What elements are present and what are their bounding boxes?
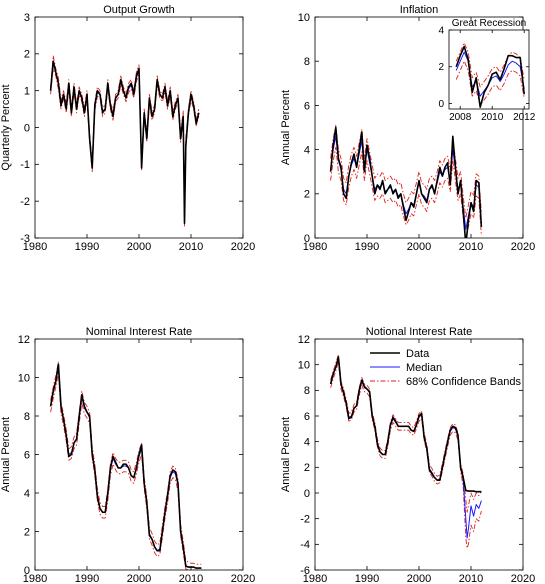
nominal-interest-rate-series-band-upper-line (50, 361, 202, 565)
output-growth-ytick-label: -3 (20, 233, 30, 245)
output-growth-ytick-label: 0 (24, 122, 30, 134)
output-growth-ytick-label: -2 (20, 196, 30, 208)
notional-interest-rate-xtick-label: 1980 (303, 573, 327, 584)
output-growth-plot-area (35, 17, 243, 238)
inflation-title: Inflation (400, 4, 439, 16)
nominal-interest-rate-ytick-label: 0 (24, 565, 30, 577)
notional-interest-rate-legend-label: Data (406, 348, 430, 360)
output-growth-xtick-label: 2010 (179, 241, 203, 253)
notional-interest-rate-legend: Data Median 68% Confidence Bands (370, 348, 521, 388)
inflation-series-group (329, 124, 483, 238)
great-recession-ytick-label: 2 (438, 62, 444, 73)
nominal-interest-rate-panel: 1980 1990 2000 2010 2020 0 2 4 6 8 10 12 Nominal Int… (0, 326, 255, 584)
great-recession-title: Great Recession (452, 18, 526, 29)
nominal-interest-rate-ytick-label: 8 (24, 411, 30, 423)
nominal-interest-rate-series-band-lower-line (50, 373, 202, 570)
nominal-interest-rate-xtick-label: 2020 (231, 573, 255, 584)
inflation-xtick-label: 2010 (459, 241, 483, 253)
nominal-interest-rate-title: Nominal Interest Rate (86, 326, 192, 338)
output-growth-ytick-label: 3 (24, 12, 30, 24)
notional-interest-rate-plot-area (315, 339, 523, 570)
notional-interest-rate-ytick-label: 8 (304, 385, 310, 397)
great-recession-series-band-upper-line (455, 42, 525, 88)
notional-interest-rate-ytick-label: -2 (300, 514, 310, 526)
notional-interest-rate-ytick-label: 10 (298, 360, 310, 372)
notional-interest-rate-ytick-label: 0 (304, 488, 310, 500)
great-recession-plot-area (449, 30, 529, 109)
notional-interest-rate-series-data-line (329, 356, 482, 493)
great-recession-xtick-label: 2010 (481, 112, 504, 123)
output-growth-ytick-label: -1 (20, 159, 30, 171)
great-recession-series-band-lower-line (455, 60, 525, 106)
nominal-interest-rate-xtick-label: 1980 (23, 573, 47, 584)
output-growth-series-band-upper-line (50, 55, 200, 215)
output-growth-series-data-line (49, 60, 200, 225)
output-growth-xtick-label: 1990 (75, 241, 99, 253)
nominal-interest-rate-xtick-label: 1990 (75, 573, 99, 584)
output-growth-ytick-label: 2 (24, 49, 30, 61)
nominal-interest-rate-xtick-label: 2010 (179, 573, 203, 584)
output-growth-xtick-label: 2000 (127, 241, 151, 253)
nominal-interest-rate-ytick-label: 2 (24, 526, 30, 538)
notional-interest-rate-ytick-label: 12 (298, 334, 310, 346)
great-recession-series-data-line (455, 45, 525, 108)
notional-interest-rate-xtick-label: 2020 (511, 573, 535, 584)
nominal-interest-rate-series-data-line (49, 363, 202, 569)
notional-interest-rate-legend-label: 68% Confidence Bands (406, 376, 521, 388)
great-recession-xtick-label: 2012 (513, 112, 536, 123)
great-recession-xtick-label: 2008 (449, 112, 472, 123)
notional-interest-rate-xtick-label: 1990 (355, 573, 379, 584)
output-growth-xtick-label: 1980 (23, 241, 47, 253)
nominal-interest-rate-ytick-label: 12 (18, 334, 30, 346)
notional-interest-rate-ylabel: Annual Percent (280, 417, 292, 492)
inflation-ytick-label: 8 (304, 56, 310, 68)
great-recession-series-group (455, 42, 525, 108)
nominal-interest-rate-xtick-label: 2000 (127, 573, 151, 584)
inflation-ytick-label: 6 (304, 100, 310, 112)
inflation-ytick-label: 2 (304, 189, 310, 201)
notional-interest-rate-ytick-label: 6 (304, 411, 310, 423)
notional-interest-rate-xtick-label: 2010 (459, 573, 483, 584)
great-recession-ytick-label: 4 (438, 26, 444, 37)
inflation-ytick-label: 0 (304, 233, 310, 245)
output-growth-series-group (49, 55, 200, 228)
inflation-ytick-label: 10 (298, 12, 310, 24)
nominal-interest-rate-series-group (49, 361, 202, 570)
notional-interest-rate-ytick-label: -4 (300, 539, 310, 551)
nominal-interest-rate-ylabel: Annual Percent (0, 417, 12, 492)
notional-interest-rate-ytick-label: 2 (304, 462, 310, 474)
inflation-ylabel: Annual Percent (280, 90, 292, 165)
notional-interest-rate-ytick-label: -6 (300, 565, 310, 577)
output-growth-ylabel: Quarterly Percent (0, 84, 12, 170)
nominal-interest-rate-ytick-label: 4 (24, 488, 30, 500)
notional-interest-rate-legend-label: Median (406, 362, 442, 374)
inflation-xtick-label: 2020 (511, 241, 535, 253)
inflation-xtick-label: 2000 (407, 241, 431, 253)
inflation-series-data-line (329, 126, 483, 238)
output-growth-xtick-label: 2020 (231, 241, 255, 253)
notional-interest-rate-series-group (329, 353, 482, 549)
great-recession-panel: 2008 2010 2012 0 2 4 Great Recession (438, 18, 535, 123)
inflation-ytick-label: 4 (304, 144, 310, 156)
output-growth-panel: 1980 1990 2000 2010 2020 -3 -2 -1 0 1 2 3 Output Gro… (0, 4, 255, 253)
notional-interest-rate-panel: 1980 1990 2000 2010 2020 -6 -4 -2 0 2 4 6 8 10 12 Notio… (280, 326, 535, 584)
output-growth-ytick-label: 1 (24, 86, 30, 98)
great-recession-axes-frame (448, 29, 530, 110)
notional-interest-rate-xtick-label: 2000 (407, 573, 431, 584)
notional-interest-rate-ytick-label: 4 (304, 437, 310, 449)
great-recession-ytick-label: 0 (438, 99, 444, 110)
inflation-xtick-label: 1980 (303, 241, 327, 253)
nominal-interest-rate-ytick-label: 6 (24, 449, 30, 461)
inflation-xtick-label: 1990 (355, 241, 379, 253)
notional-interest-rate-title: Notional Interest Rate (366, 326, 472, 338)
output-growth-title: Output Growth (103, 4, 175, 16)
nominal-interest-rate-ytick-label: 10 (18, 372, 30, 384)
